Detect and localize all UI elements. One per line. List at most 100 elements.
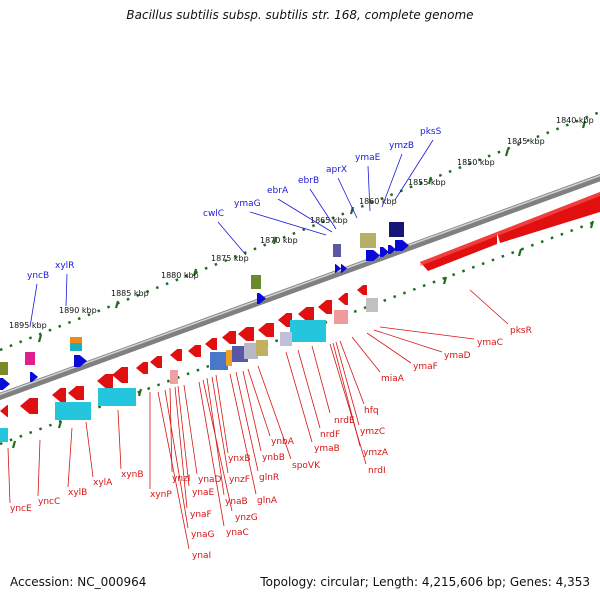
leader-line — [373, 329, 443, 353]
gene-block — [360, 233, 376, 248]
gene-label-aprX: aprX — [326, 165, 347, 175]
gene-label-nrdI: nrdI — [368, 466, 386, 476]
gene-label-xynB: xynB — [121, 470, 144, 480]
inner-ruler-dots — [0, 218, 600, 446]
gene-label-xylR: xylR — [55, 261, 74, 271]
gene-label-ynaE: ynaE — [192, 488, 215, 498]
leader-line — [337, 177, 358, 219]
leader-line — [394, 139, 434, 201]
leader-line — [202, 379, 233, 512]
leader-line — [229, 373, 257, 495]
gene-arrow-rev — [258, 323, 274, 337]
gene-arrow-highlight — [420, 192, 600, 266]
leader-line — [329, 343, 367, 465]
gene-label-ymaG: ymaG — [234, 199, 261, 209]
gene-arrow-rev — [0, 405, 8, 417]
major-tick-outer — [114, 300, 120, 309]
gene-arrow-rev — [52, 388, 66, 402]
gene-label-yncE: yncE — [10, 504, 32, 514]
gene-label-xylB: xylB — [68, 488, 87, 498]
leader-line — [117, 409, 122, 470]
major-tick-inner — [589, 220, 595, 229]
leader-line — [351, 336, 381, 373]
gene-arrow-rev — [357, 285, 367, 295]
gene-label-ymaC: ymaC — [477, 338, 503, 348]
gene-block — [389, 222, 404, 237]
gene-arrow-rev — [278, 313, 292, 327]
gene-block — [280, 332, 292, 346]
ruler-label: 1885 kbp — [111, 289, 149, 298]
leader-line — [381, 153, 403, 208]
gene-block — [70, 337, 82, 343]
major-tick-outer — [192, 268, 198, 277]
gene-label-ebrB: ebrB — [298, 176, 319, 186]
gene-label-pksR: pksR — [510, 326, 532, 336]
leader-line — [249, 211, 327, 236]
leader-line — [367, 165, 371, 212]
gene-label-yncB: yncB — [27, 271, 49, 281]
gene-label-ymaB: ymaB — [314, 444, 340, 454]
leader-line — [174, 386, 188, 509]
leader-line — [65, 273, 68, 307]
gene-label-xylA: xylA — [93, 478, 113, 488]
leader-line — [7, 447, 11, 504]
leader-line — [164, 389, 189, 529]
gene-block — [244, 343, 258, 359]
gene-label-ynzF: ynzF — [229, 475, 250, 485]
gene-block — [98, 388, 136, 406]
ruler-label: 1860 kbp — [359, 197, 397, 206]
leader-line — [217, 221, 247, 256]
leader-line — [469, 289, 509, 325]
gene-label-glnA: glnA — [257, 496, 278, 506]
gene-arrow-rev — [338, 293, 348, 305]
gene-arrow-rev — [97, 374, 113, 388]
leader-line — [85, 421, 94, 478]
leader-line — [157, 391, 190, 550]
gene-label-spoVK: spoVK — [292, 461, 321, 471]
leader-line — [335, 341, 360, 426]
forward-gene-labels: pksS ymzB ymaE aprX ebrB ebrA ymaG cwlC xylR yncB — [27, 127, 442, 281]
ruler-label: 1890 kbp — [59, 306, 97, 315]
gene-arrow-rev — [238, 327, 254, 341]
gene-label-ymaF: ymaF — [413, 362, 438, 372]
major-tick-outer — [427, 176, 433, 185]
ruler-label: 1895 kbp — [9, 321, 47, 330]
major-tick-inner — [137, 388, 143, 397]
map-title: Bacillus subtilis subsp. subtilis str. 1… — [126, 8, 474, 22]
outer-ruler-dots — [0, 110, 600, 352]
major-tick-outer — [504, 148, 510, 157]
gene-arrow-fwd — [335, 264, 341, 273]
gene-block — [290, 320, 326, 342]
gene-label-ymzB: ymzB — [389, 141, 414, 151]
gene-arrow-fwd — [395, 240, 409, 251]
gene-arrow-rev — [318, 300, 332, 314]
gene-label-ynbB: ynbB — [262, 453, 285, 463]
leader-line — [277, 198, 333, 233]
gene-label-ynbA: ynbA — [271, 437, 295, 447]
gene-arrow-fwd — [74, 355, 87, 367]
gene-label-ymzA: ymzA — [363, 448, 389, 458]
leader-line — [309, 188, 337, 230]
ruler-label: 1845 kbp — [507, 137, 545, 146]
major-tick-outer — [272, 236, 278, 245]
ruler-outer — [0, 110, 600, 352]
leader-line — [257, 365, 292, 460]
leader-line — [215, 374, 229, 454]
leader-line — [177, 385, 190, 487]
gene-block — [170, 370, 178, 384]
gene-label-ynzG: ynzG — [235, 513, 258, 523]
gene-arrow-rev — [112, 367, 128, 383]
gene-label-nrdF: nrdF — [320, 430, 340, 440]
gene-block — [226, 350, 232, 366]
leader-line — [37, 439, 41, 497]
reverse-leader-lines — [7, 289, 509, 550]
major-tick-inner — [57, 420, 63, 429]
forward-leader-lines — [29, 139, 434, 328]
gene-block — [366, 298, 378, 312]
gene-label-ynxB: ynxB — [228, 454, 251, 464]
gene-arrow-rev — [222, 331, 236, 344]
genome-summary-text: Topology: circular; Length: 4,215,606 bp… — [260, 575, 590, 589]
gene-label-ynaB: ynaB — [225, 497, 248, 507]
leader-line — [235, 371, 259, 472]
gene-label-cwlC: cwlC — [203, 209, 224, 219]
